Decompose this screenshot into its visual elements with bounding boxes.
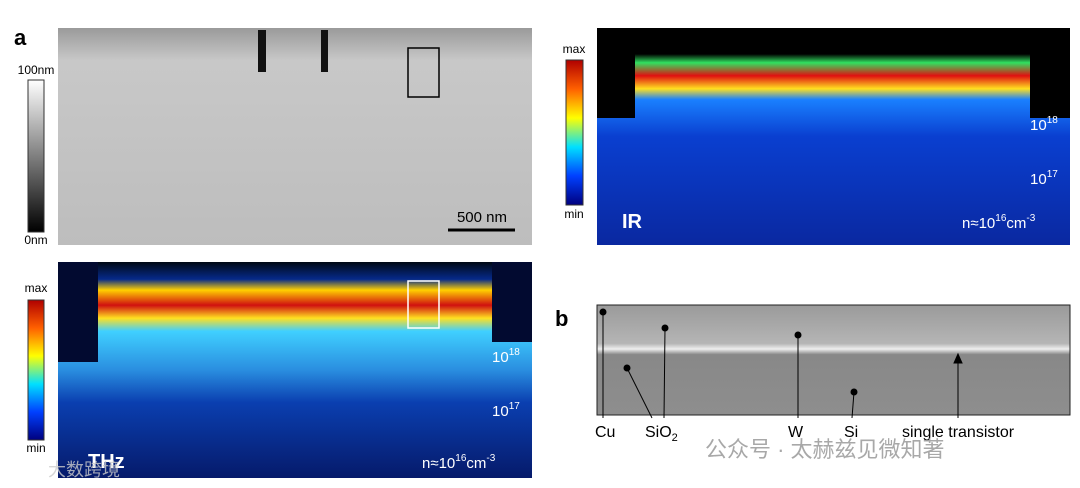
map-name: IR	[622, 211, 643, 233]
sub: 2	[672, 432, 678, 444]
si-label: Si	[844, 424, 858, 441]
sup: 18	[1047, 115, 1059, 126]
sup: -3	[1026, 213, 1035, 224]
colorbar-min: min	[564, 207, 583, 221]
base: 10	[492, 403, 509, 420]
density-label: n≈1016cm-3	[962, 213, 1036, 232]
annotation-lines	[599, 308, 963, 419]
watermark: 大数跨境	[48, 460, 120, 480]
sup: 16	[455, 453, 467, 464]
unit: cm	[1006, 215, 1026, 232]
ir-edge	[597, 28, 635, 118]
w-label: W	[788, 424, 804, 441]
topography-feature	[258, 30, 266, 72]
colorbar	[565, 59, 584, 206]
topography-image	[58, 28, 532, 245]
sem-image	[596, 304, 1071, 416]
level-label: 1018	[492, 347, 520, 366]
ir-image	[597, 28, 1070, 245]
colorbar-max: max	[25, 281, 48, 295]
level-label: 1017	[492, 401, 520, 420]
sup: 18	[509, 347, 521, 358]
level-label: 1018	[1030, 115, 1058, 134]
base: 10	[1030, 171, 1047, 188]
panel-label: a	[14, 25, 27, 50]
sup: 17	[1047, 169, 1059, 180]
thz-edge	[58, 262, 98, 362]
transistor-label: single transistor	[902, 424, 1015, 441]
base: 10	[492, 349, 509, 366]
sup: 16	[995, 213, 1007, 224]
base: 10	[1030, 117, 1047, 134]
base: SiO	[645, 424, 672, 441]
ir-edge	[1030, 28, 1070, 118]
thz-edge	[492, 262, 532, 342]
colorbar-min: 0nm	[24, 233, 47, 247]
scale-bar-label: 500 nm	[457, 209, 507, 226]
base: n≈10	[962, 215, 995, 232]
topography-feature	[321, 30, 328, 72]
base: n≈10	[422, 455, 455, 472]
panel-label: b	[555, 306, 568, 331]
unit: cm	[466, 455, 486, 472]
watermark: 公众号 · 太赫兹见微知著	[705, 437, 945, 462]
sio2-label: SiO2	[645, 424, 678, 444]
density-label: n≈1016cm-3	[422, 453, 496, 472]
thz-image	[58, 262, 532, 478]
sup: -3	[486, 453, 495, 464]
colorbar	[27, 299, 45, 441]
colorbar-max: 100nm	[18, 63, 55, 77]
cu-label: Cu	[595, 424, 615, 441]
colorbar-min: min	[26, 441, 45, 455]
colorbar	[27, 79, 45, 233]
map-name: THz	[88, 451, 125, 473]
roi-box	[407, 280, 440, 329]
roi-box	[407, 47, 440, 98]
sup: 17	[509, 401, 521, 412]
level-label: 1017	[1030, 169, 1058, 188]
colorbar-max: max	[563, 42, 586, 56]
